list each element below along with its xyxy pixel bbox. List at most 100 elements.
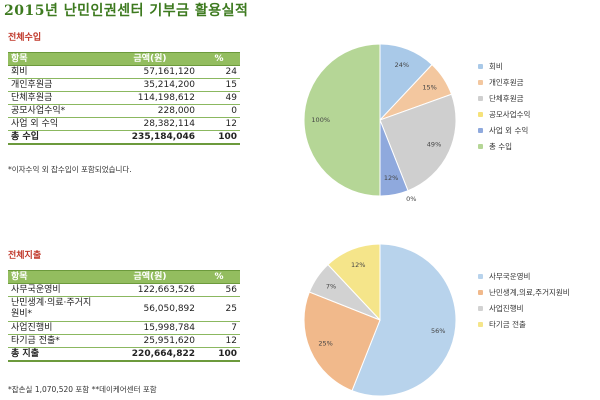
pie-slice xyxy=(303,291,381,392)
total-pct: 100 xyxy=(198,347,240,362)
row-amount: 25,951,620 xyxy=(102,334,198,348)
legend-item: 타기금 전출 xyxy=(478,316,570,332)
total-label: 총 지출 xyxy=(8,347,102,362)
legend-swatch xyxy=(478,321,483,327)
row-amount: 122,663,526 xyxy=(102,283,198,297)
legend-label: 회비 xyxy=(489,61,503,71)
pie-label: 56% xyxy=(431,327,445,335)
legend-swatch xyxy=(478,63,483,69)
pie-label: 25% xyxy=(318,340,332,348)
income-note: *이자수익 외 잡수입이 포함되었습니다. xyxy=(8,165,132,174)
pie-label: 0% xyxy=(406,195,416,203)
legend-swatch xyxy=(478,95,483,101)
row-amount: 28,382,114 xyxy=(102,117,198,131)
row-pct: 25 xyxy=(198,296,240,322)
row-pct: 12 xyxy=(198,334,240,348)
row-label: 공모사업수익* xyxy=(8,104,102,118)
total-row: 총 수입 235,184,046 100 xyxy=(8,130,240,145)
table-row: 사업 외 수익 28,382,114 12 xyxy=(8,117,240,131)
row-pct: 49 xyxy=(198,91,240,105)
pie-slice xyxy=(327,243,381,322)
legend-swatch xyxy=(478,273,483,279)
legend-item: 사업 외 수익 xyxy=(478,122,530,138)
expense-header-row: 항목 금액(원) % xyxy=(8,270,240,284)
row-pct: 15 xyxy=(198,78,240,92)
row-amount: 56,050,892 xyxy=(102,296,198,322)
income-table: 항목 금액(원) % 회비 57,161,120 24 개인후원금 35,214… xyxy=(8,52,240,145)
table-row: 회비 57,161,120 24 xyxy=(8,65,240,79)
row-amount: 15,998,784 xyxy=(102,321,198,335)
row-label: 사무국운영비 xyxy=(8,283,102,297)
legend-label: 사무국운영비 xyxy=(489,271,531,281)
table-row: 단체후원금 114,198,612 49 xyxy=(8,91,240,105)
row-label: 개인후원금 xyxy=(8,78,102,92)
row-amount: 57,161,120 xyxy=(102,65,198,79)
legend-swatch xyxy=(478,79,483,85)
pie-label: 49% xyxy=(427,140,441,148)
legend-swatch xyxy=(478,289,483,295)
pie-label-total: 100% xyxy=(311,116,330,124)
legend-label: 단체후원금 xyxy=(489,93,524,103)
legend-item: 난민생계,의료,주거지원비 xyxy=(478,284,570,300)
row-pct: 7 xyxy=(198,321,240,335)
row-pct: 56 xyxy=(198,283,240,297)
legend-swatch xyxy=(478,305,483,311)
legend-label: 사업진행비 xyxy=(489,303,524,313)
legend-label: 타기금 전출 xyxy=(489,319,526,329)
table-row: 타기금 전출* 25,951,620 12 xyxy=(8,334,240,348)
legend-item: 총 수입 xyxy=(478,138,530,154)
total-pct: 100 xyxy=(198,130,240,145)
income-pie-chart: 100% 24% 15% 49% 0% 12% xyxy=(303,43,457,203)
pie-slice xyxy=(379,93,457,192)
income-pie-legend: 회비 개인후원금 단체후원금 공모사업수익 사업 외 수익 총 수입 xyxy=(478,58,530,154)
table-row: 난민생계·의료·주거지원비* 56,050,892 25 xyxy=(8,296,240,322)
pie-label: 12% xyxy=(351,261,365,269)
total-label: 총 수입 xyxy=(8,130,102,145)
row-label: 난민생계·의료·주거지원비* xyxy=(8,296,102,322)
pie-label: 24% xyxy=(395,61,409,69)
row-label: 타기금 전출* xyxy=(8,334,102,348)
pie-slice xyxy=(379,119,409,197)
col-header-amount: 금액(원) xyxy=(102,270,198,284)
pie-label: 7% xyxy=(326,283,336,291)
legend-swatch xyxy=(478,143,483,149)
col-header-item: 항목 xyxy=(8,270,102,284)
legend-item: 단체후원금 xyxy=(478,90,530,106)
legend-item: 회비 xyxy=(478,58,530,74)
legend-swatch xyxy=(478,111,483,117)
legend-swatch xyxy=(478,127,483,133)
row-pct: 12 xyxy=(198,117,240,131)
expense-note: *잡손실 1,070,520 포함 **데이케어센터 포함 xyxy=(8,385,157,394)
col-header-pct: % xyxy=(198,52,240,66)
row-label: 사업진행비 xyxy=(8,321,102,335)
row-label: 사업 외 수익 xyxy=(8,117,102,131)
legend-item: 공모사업수익 xyxy=(478,106,530,122)
legend-item: 사무국운영비 xyxy=(478,268,570,284)
row-amount: 114,198,612 xyxy=(102,91,198,105)
expense-section-title: 전체지출 xyxy=(8,251,42,261)
col-header-amount: 금액(원) xyxy=(102,52,198,66)
total-amount: 220,664,822 xyxy=(102,347,198,362)
legend-label: 난민생계,의료,주거지원비 xyxy=(489,287,570,297)
income-section-title: 전체수입 xyxy=(8,33,42,43)
col-header-item: 항목 xyxy=(8,52,102,66)
legend-label: 사업 외 수익 xyxy=(489,125,529,135)
row-pct: 24 xyxy=(198,65,240,79)
income-header-row: 항목 금액(원) % xyxy=(8,52,240,66)
total-row: 총 지출 220,664,822 100 xyxy=(8,347,240,362)
row-label: 회비 xyxy=(8,65,102,79)
legend-item: 사업진행비 xyxy=(478,300,570,316)
col-header-pct: % xyxy=(198,270,240,284)
row-amount: 35,214,200 xyxy=(102,78,198,92)
pie-label: 15% xyxy=(422,83,436,91)
page-title: 2015년 난민인권센터 기부금 활용실적 xyxy=(4,3,249,19)
expense-table: 항목 금액(원) % 사무국운영비 122,663,526 56 난민생계·의료… xyxy=(8,270,240,362)
legend-label: 총 수입 xyxy=(489,141,513,151)
total-amount: 235,184,046 xyxy=(102,130,198,145)
table-row: 개인후원금 35,214,200 15 xyxy=(8,78,240,92)
pie-label: 12% xyxy=(384,174,398,182)
legend-label: 공모사업수익 xyxy=(489,109,531,119)
expense-pie-chart: 56% 25% 7% 12% xyxy=(303,243,457,397)
table-row: 사무국운영비 122,663,526 56 xyxy=(8,283,240,297)
